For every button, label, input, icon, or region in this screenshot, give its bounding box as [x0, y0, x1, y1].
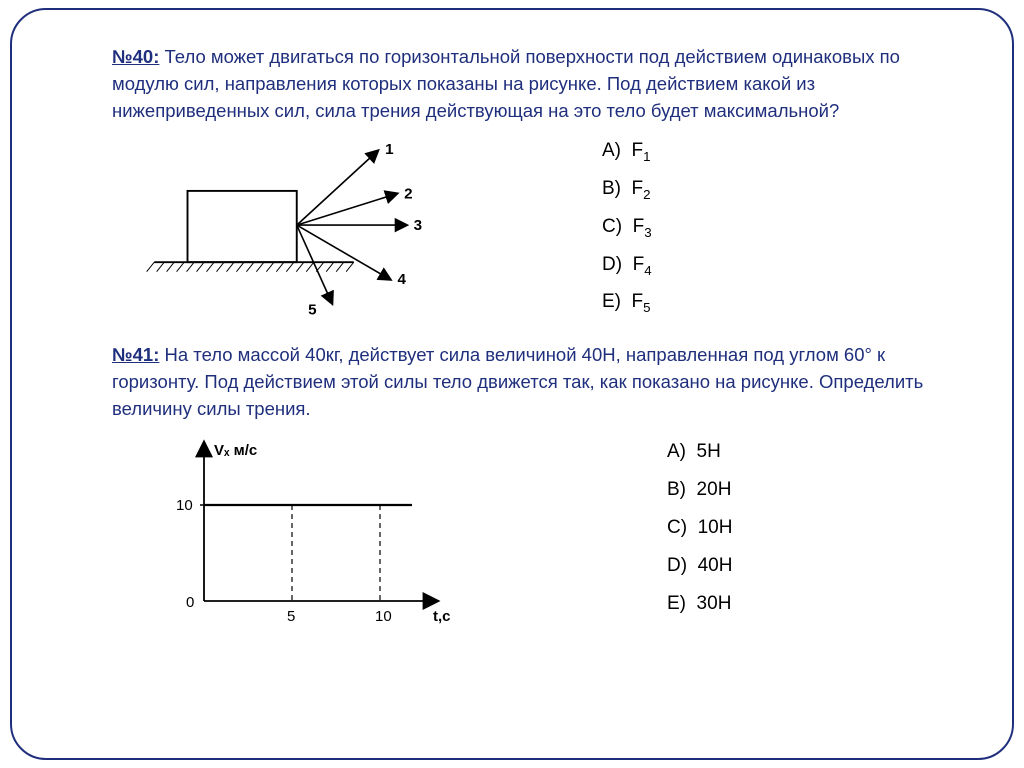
q40-option-1: A) F1 — [602, 132, 652, 170]
q40-option-3: C) F3 — [602, 208, 652, 246]
svg-text:2: 2 — [404, 186, 412, 203]
q40-diagram: 12345 — [112, 132, 472, 322]
q41-option-3: C) 10Н — [667, 509, 732, 547]
svg-text:0: 0 — [186, 594, 194, 611]
q40-text-block: №40: Тело может двигаться по горизонталь… — [112, 44, 952, 124]
q41-options: A) 5НB) 20НC) 10НD) 40НE) 30Н — [667, 433, 732, 623]
q41-option-2: B) 20Н — [667, 471, 732, 509]
q40-option-2: B) F2 — [602, 170, 652, 208]
q41-option-1: A) 5Н — [667, 433, 732, 471]
content-area: №40: Тело может двигаться по горизонталь… — [112, 44, 952, 738]
q40-option-5: E) F5 — [602, 283, 652, 321]
svg-text:Vₓ м/с: Vₓ м/с — [214, 442, 257, 459]
q40-option-4: D) F4 — [602, 246, 652, 284]
q40-row: 12345 A) F1B) F2C) F3D) F4E) F5 — [112, 132, 952, 322]
svg-text:4: 4 — [397, 271, 406, 288]
q41-number: №41: — [112, 344, 159, 365]
q41-option-4: D) 40Н — [667, 547, 732, 585]
q40-body: Тело может двигаться по горизонтальной п… — [112, 46, 900, 121]
q41-chart: Vₓ м/с t,c 10 5 10 0 — [152, 433, 472, 633]
q41-row: Vₓ м/с t,c 10 5 10 0 A) 5НB) 20НC) 10НD) 40НE… — [112, 433, 952, 633]
q41-body: На тело массой 40кг, действует сила вели… — [112, 344, 923, 419]
svg-text:3: 3 — [414, 217, 422, 234]
svg-text:10: 10 — [176, 497, 193, 514]
svg-text:5: 5 — [287, 608, 295, 625]
svg-text:5: 5 — [308, 302, 317, 319]
q40-number: №40: — [112, 46, 159, 67]
q41-option-5: E) 30Н — [667, 585, 732, 623]
svg-text:t,c: t,c — [433, 608, 451, 625]
svg-text:1: 1 — [385, 141, 394, 158]
slide-frame: №40: Тело может двигаться по горизонталь… — [10, 8, 1014, 760]
q41-text-block: №41: На тело массой 40кг, действует сила… — [112, 342, 952, 422]
q40-options: A) F1B) F2C) F3D) F4E) F5 — [602, 132, 652, 321]
svg-text:10: 10 — [375, 608, 392, 625]
